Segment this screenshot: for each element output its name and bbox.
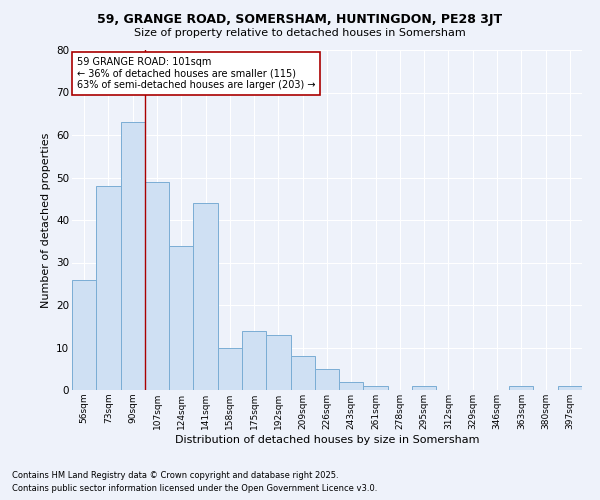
- Bar: [558, 386, 582, 390]
- Bar: [290, 356, 315, 390]
- Text: 59 GRANGE ROAD: 101sqm
← 36% of detached houses are smaller (115)
63% of semi-de: 59 GRANGE ROAD: 101sqm ← 36% of detached…: [77, 57, 316, 90]
- Bar: [72, 280, 96, 390]
- Bar: [193, 203, 218, 390]
- Bar: [242, 330, 266, 390]
- Bar: [315, 369, 339, 390]
- Text: 59, GRANGE ROAD, SOMERSHAM, HUNTINGDON, PE28 3JT: 59, GRANGE ROAD, SOMERSHAM, HUNTINGDON, …: [97, 12, 503, 26]
- Bar: [412, 386, 436, 390]
- Bar: [509, 386, 533, 390]
- Text: Contains public sector information licensed under the Open Government Licence v3: Contains public sector information licen…: [12, 484, 377, 493]
- Bar: [121, 122, 145, 390]
- Bar: [364, 386, 388, 390]
- Bar: [339, 382, 364, 390]
- Bar: [145, 182, 169, 390]
- Bar: [96, 186, 121, 390]
- Bar: [218, 348, 242, 390]
- Text: Contains HM Land Registry data © Crown copyright and database right 2025.: Contains HM Land Registry data © Crown c…: [12, 470, 338, 480]
- Text: Size of property relative to detached houses in Somersham: Size of property relative to detached ho…: [134, 28, 466, 38]
- Bar: [266, 335, 290, 390]
- Y-axis label: Number of detached properties: Number of detached properties: [41, 132, 50, 308]
- Bar: [169, 246, 193, 390]
- X-axis label: Distribution of detached houses by size in Somersham: Distribution of detached houses by size …: [175, 434, 479, 444]
